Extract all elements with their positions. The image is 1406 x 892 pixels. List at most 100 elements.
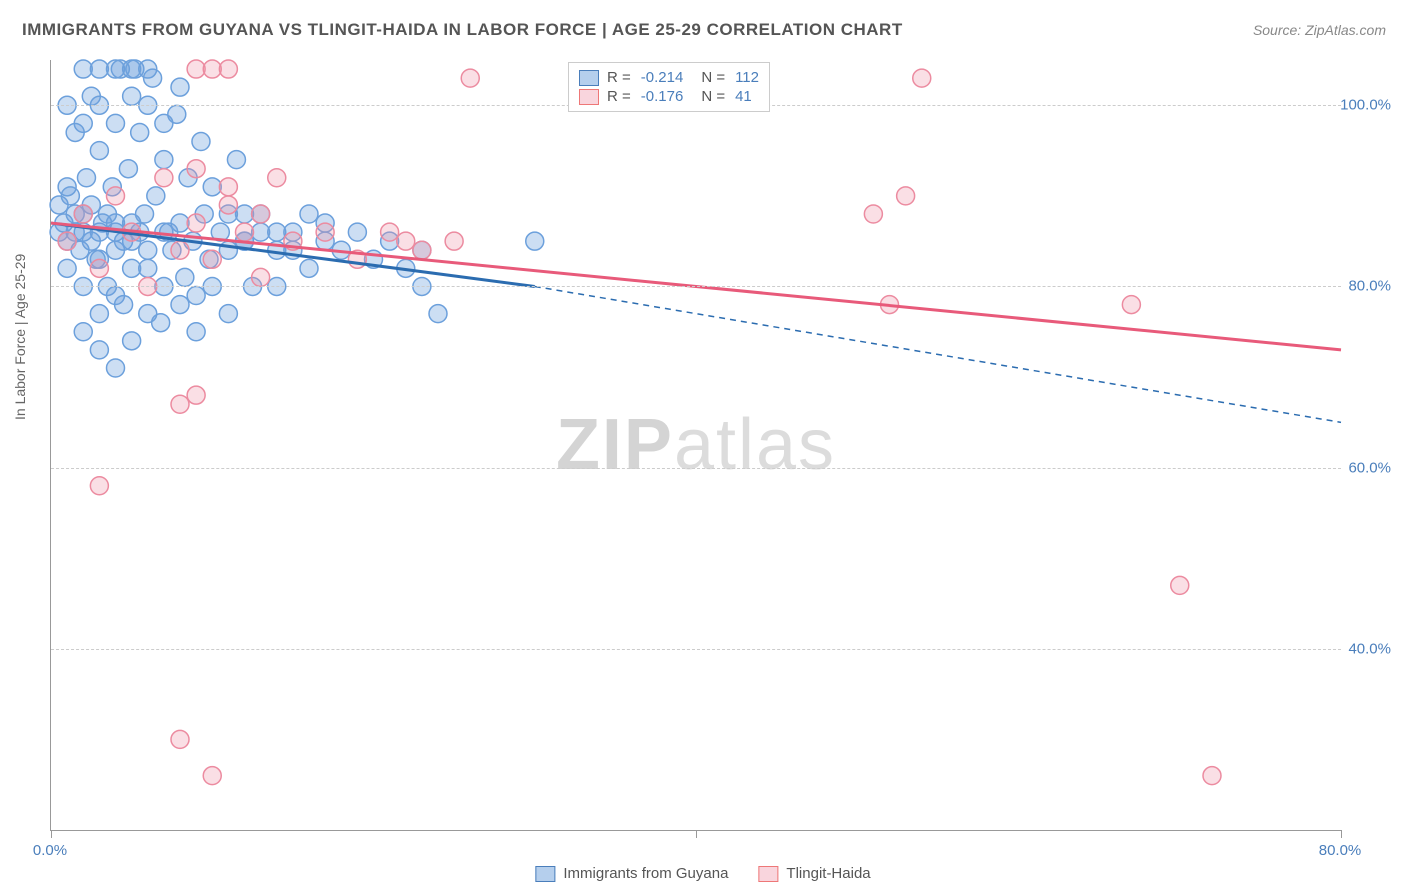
data-point — [187, 214, 205, 232]
data-point — [429, 305, 447, 323]
data-point — [192, 133, 210, 151]
data-point — [90, 142, 108, 160]
data-point — [252, 223, 270, 241]
data-point — [131, 123, 149, 141]
data-point — [219, 196, 237, 214]
data-point — [77, 169, 95, 187]
data-point — [219, 241, 237, 259]
data-point — [107, 187, 125, 205]
source-label: Source: ZipAtlas.com — [1253, 22, 1386, 38]
data-point — [139, 259, 157, 277]
xtick — [696, 830, 697, 838]
data-point — [74, 60, 92, 78]
data-point — [187, 386, 205, 404]
data-point — [219, 178, 237, 196]
ytick-label: 40.0% — [1348, 640, 1391, 657]
chart-svg — [51, 60, 1341, 830]
trend-line-dashed — [535, 286, 1341, 422]
gridline — [51, 468, 1341, 469]
data-point — [74, 205, 92, 223]
data-point — [147, 187, 165, 205]
data-point — [187, 287, 205, 305]
data-point — [139, 60, 157, 78]
data-point — [526, 232, 544, 250]
data-point — [236, 223, 254, 241]
data-point — [316, 223, 334, 241]
data-point — [227, 151, 245, 169]
correlation-legend: R =-0.214 N =112 R =-0.176 N =41 — [568, 62, 770, 112]
data-point — [236, 205, 254, 223]
data-point — [107, 287, 125, 305]
data-point — [176, 268, 194, 286]
plot-area: ZIPatlas — [50, 60, 1341, 831]
data-point — [155, 169, 173, 187]
xtick-label: 80.0% — [1319, 842, 1362, 859]
xtick — [1341, 830, 1342, 838]
data-point — [203, 60, 221, 78]
data-point — [58, 232, 76, 250]
data-point — [123, 259, 141, 277]
data-point — [268, 223, 286, 241]
data-point — [203, 767, 221, 785]
data-point — [187, 323, 205, 341]
data-point — [187, 60, 205, 78]
swatch-blue-icon — [535, 866, 555, 882]
legend-item-tlingit: Tlingit-Haida — [758, 865, 870, 882]
data-point — [107, 60, 125, 78]
data-point — [445, 232, 463, 250]
data-point — [300, 259, 318, 277]
data-point — [300, 205, 318, 223]
data-point — [58, 259, 76, 277]
data-point — [50, 196, 68, 214]
data-point — [139, 241, 157, 259]
data-point — [913, 69, 931, 87]
data-point — [413, 241, 431, 259]
data-point — [107, 114, 125, 132]
data-point — [155, 151, 173, 169]
data-point — [268, 169, 286, 187]
data-point — [90, 259, 108, 277]
data-point — [74, 323, 92, 341]
data-point — [90, 341, 108, 359]
data-point — [203, 178, 221, 196]
legend-item-guyana: Immigrants from Guyana — [535, 865, 728, 882]
data-point — [58, 178, 76, 196]
data-point — [348, 223, 366, 241]
data-point — [171, 78, 189, 96]
data-point — [90, 305, 108, 323]
data-point — [171, 214, 189, 232]
data-point — [381, 223, 399, 241]
data-point — [897, 187, 915, 205]
ytick-label: 60.0% — [1348, 459, 1391, 476]
data-point — [171, 730, 189, 748]
xtick — [51, 830, 52, 838]
swatch-pink-icon — [758, 866, 778, 882]
gridline — [51, 286, 1341, 287]
data-point — [66, 123, 84, 141]
data-point — [123, 60, 141, 78]
data-point — [123, 87, 141, 105]
data-point — [187, 160, 205, 178]
data-point — [90, 477, 108, 495]
data-point — [252, 268, 270, 286]
data-point — [864, 205, 882, 223]
y-axis-label: In Labor Force | Age 25-29 — [12, 254, 28, 420]
data-point — [1203, 767, 1221, 785]
ytick-label: 80.0% — [1348, 278, 1391, 295]
data-point — [107, 359, 125, 377]
gridline — [51, 649, 1341, 650]
data-point — [90, 60, 108, 78]
data-point — [119, 160, 137, 178]
series-legend: Immigrants from Guyana Tlingit-Haida — [535, 865, 870, 882]
data-point — [461, 69, 479, 87]
legend-row-tlingit: R =-0.176 N =41 — [579, 88, 759, 105]
data-point — [219, 60, 237, 78]
data-point — [1171, 576, 1189, 594]
data-point — [203, 250, 221, 268]
data-point — [123, 332, 141, 350]
xtick-label: 0.0% — [33, 842, 67, 859]
data-point — [139, 305, 157, 323]
swatch-pink — [579, 89, 599, 105]
data-point — [171, 395, 189, 413]
data-point — [252, 205, 270, 223]
